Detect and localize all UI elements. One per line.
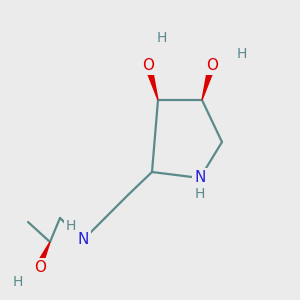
Polygon shape xyxy=(35,242,50,269)
Polygon shape xyxy=(202,64,215,100)
Text: O: O xyxy=(206,58,218,73)
Text: O: O xyxy=(142,58,154,73)
Text: H: H xyxy=(66,219,76,233)
Text: N: N xyxy=(194,170,206,185)
Text: H: H xyxy=(157,31,167,45)
Text: H: H xyxy=(237,47,247,61)
Text: O: O xyxy=(34,260,46,275)
Text: N: N xyxy=(77,232,89,247)
Polygon shape xyxy=(145,64,158,100)
Text: H: H xyxy=(13,275,23,289)
Text: H: H xyxy=(195,187,205,201)
